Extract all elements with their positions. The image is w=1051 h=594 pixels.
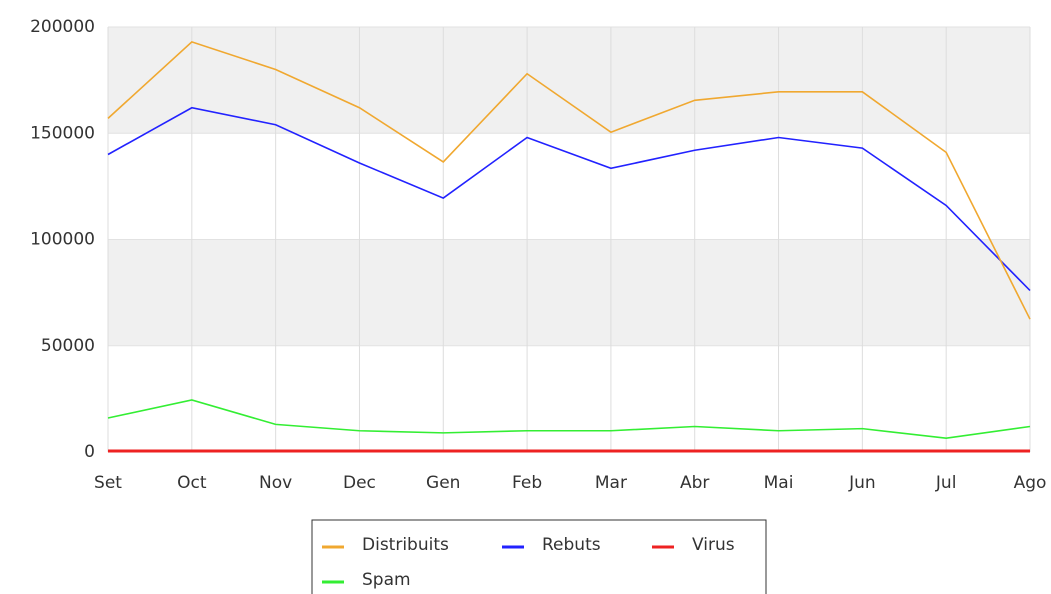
x-tick-label: Feb: [512, 473, 542, 493]
legend-box: [311, 519, 767, 594]
x-tick-label: Mar: [595, 473, 627, 493]
x-tick-label: Dec: [343, 473, 376, 493]
y-tick-label: 150000: [30, 123, 95, 143]
series-line: [107, 40, 1031, 320]
y-tick-label: 100000: [30, 230, 95, 250]
grid-band: [108, 27, 1030, 134]
legend-label: Spam: [362, 570, 411, 590]
legend-label: Rebuts: [542, 535, 601, 555]
x-tick-label: Mai: [764, 473, 794, 493]
x-tick-label: Jul: [935, 473, 957, 493]
x-tick-label: Oct: [177, 473, 207, 493]
series-line: [107, 399, 1031, 439]
x-tick-label: Ago: [1014, 473, 1047, 493]
y-tick-label: 200000: [30, 17, 95, 37]
grid-band: [108, 133, 1030, 240]
y-tick-label: 50000: [41, 336, 95, 356]
series-line: [107, 106, 1031, 292]
legend-label: Virus: [692, 535, 735, 555]
grid-band: [108, 239, 1030, 346]
legend-label: Distribuits: [362, 535, 449, 555]
x-tick-label: Nov: [259, 473, 292, 493]
x-tick-label: Abr: [680, 473, 709, 493]
grid-band: [108, 345, 1030, 452]
y-tick-label: 0: [84, 442, 95, 462]
x-tick-label: Gen: [426, 473, 460, 493]
x-tick-label: Set: [94, 473, 122, 493]
x-tick-label: Jun: [848, 473, 876, 493]
